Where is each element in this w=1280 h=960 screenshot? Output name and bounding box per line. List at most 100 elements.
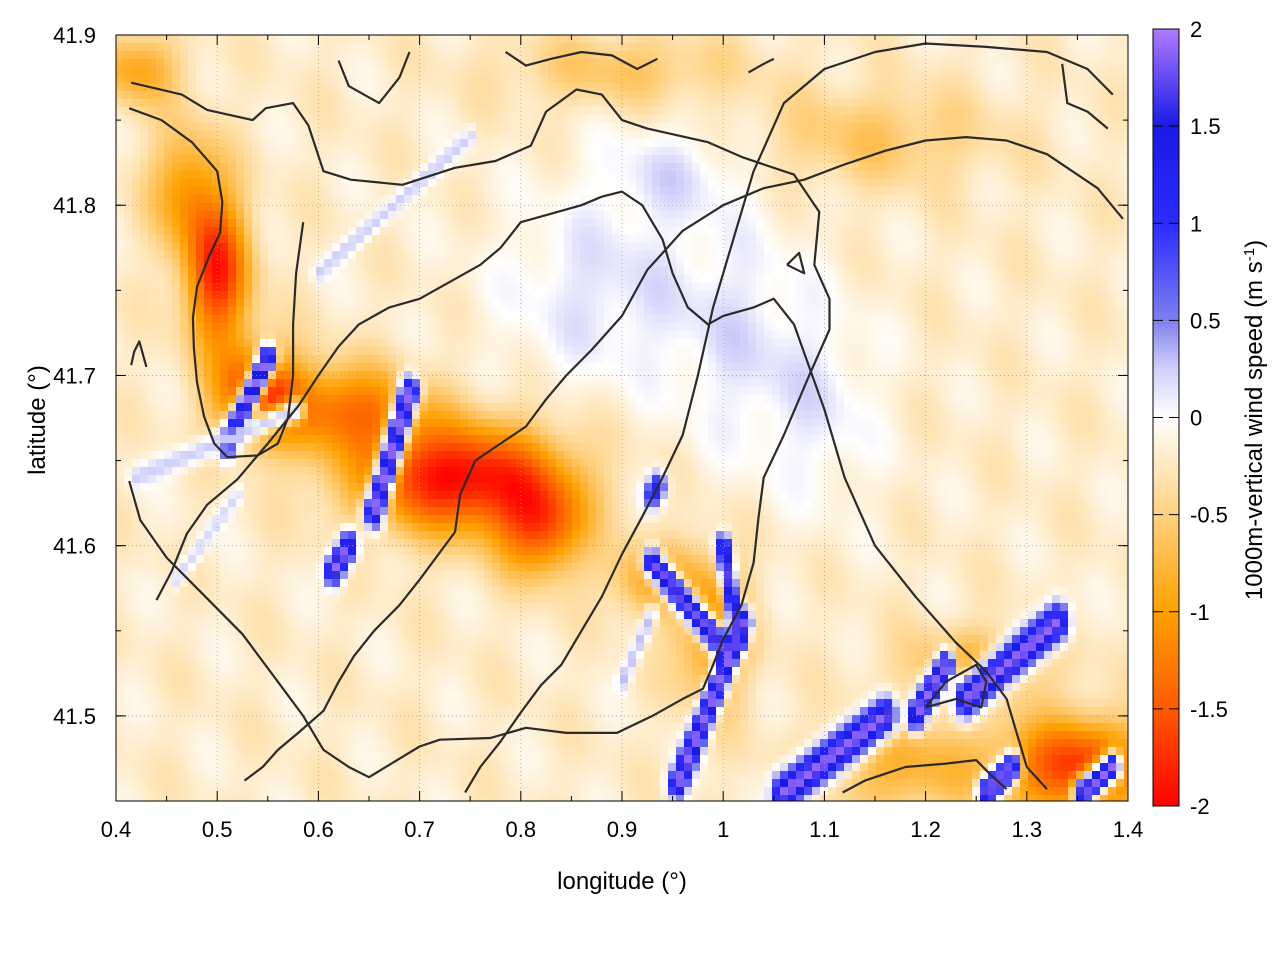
- field-cell: [428, 243, 437, 252]
- field-cell: [348, 547, 357, 556]
- field-cell: [388, 563, 397, 572]
- field-cell: [196, 243, 205, 252]
- field-cell: [332, 131, 341, 140]
- field-cell: [252, 355, 261, 364]
- field-cell: [332, 91, 341, 100]
- field-cell: [428, 475, 437, 484]
- field-cell: [500, 523, 509, 532]
- field-cell: [476, 475, 485, 484]
- field-cell: [396, 115, 405, 124]
- field-cell: [188, 507, 197, 516]
- field-cell: [172, 603, 181, 612]
- field-cell: [132, 411, 141, 420]
- field-cell: [388, 739, 397, 748]
- field-cell: [292, 555, 301, 564]
- field-cell: [396, 267, 405, 276]
- field-cell: [324, 435, 333, 444]
- field-cell: [156, 379, 165, 388]
- field-cell: [356, 131, 365, 140]
- field-cell: [460, 611, 469, 620]
- field-cell: [428, 51, 437, 60]
- field-cell: [444, 155, 453, 164]
- field-cell: [348, 147, 357, 156]
- field-cell: [332, 251, 341, 260]
- field-cell: [220, 587, 229, 596]
- field-cell: [140, 787, 149, 796]
- field-cell: [316, 59, 325, 68]
- field-cell: [444, 171, 453, 180]
- field-cell: [308, 579, 317, 588]
- field-cell: [276, 83, 285, 92]
- field-cell: [324, 283, 333, 292]
- field-cell: [228, 523, 237, 532]
- field-cell: [180, 187, 189, 196]
- field-cell: [516, 155, 525, 164]
- field-cell: [500, 755, 509, 764]
- field-cell: [236, 123, 245, 132]
- field-cell: [268, 323, 277, 332]
- field-cell: [484, 171, 493, 180]
- field-cell: [380, 339, 389, 348]
- field-cell: [340, 307, 349, 316]
- field-cell: [252, 627, 261, 636]
- field-cell: [116, 227, 125, 236]
- field-cell: [188, 219, 197, 228]
- field-cell: [316, 555, 325, 564]
- field-cell: [228, 611, 237, 620]
- field-cell: [132, 771, 141, 780]
- field-cell: [188, 459, 197, 468]
- field-cell: [140, 731, 149, 740]
- field-cell: [524, 331, 533, 340]
- field-cell: [420, 683, 429, 692]
- field-cell: [228, 163, 237, 172]
- field-cell: [116, 51, 125, 60]
- field-cell: [124, 587, 133, 596]
- field-cell: [276, 171, 285, 180]
- field-cell: [244, 123, 253, 132]
- field-cell: [156, 75, 165, 84]
- field-cell: [316, 539, 325, 548]
- field-cell: [428, 219, 437, 228]
- field-cell: [332, 283, 341, 292]
- field-cell: [348, 667, 357, 676]
- field-cell: [444, 75, 453, 84]
- field-cell: [404, 539, 413, 548]
- field-cell: [500, 107, 509, 116]
- field-cell: [444, 443, 453, 452]
- field-cell: [476, 603, 485, 612]
- field-cell: [196, 363, 205, 372]
- field-cell: [212, 475, 221, 484]
- field-cell: [380, 267, 389, 276]
- field-cell: [156, 635, 165, 644]
- field-cell: [260, 91, 269, 100]
- field-cell: [468, 187, 477, 196]
- field-cell: [308, 75, 317, 84]
- field-cell: [300, 243, 309, 252]
- field-cell: [500, 515, 509, 524]
- field-cell: [172, 155, 181, 164]
- field-cell: [212, 403, 221, 412]
- field-cell: [212, 355, 221, 364]
- field-cell: [324, 243, 333, 252]
- field-cell: [252, 595, 261, 604]
- field-cell: [300, 747, 309, 756]
- field-cell: [260, 771, 269, 780]
- field-cell: [308, 747, 317, 756]
- field-cell: [212, 91, 221, 100]
- field-cell: [396, 739, 405, 748]
- field-cell: [444, 35, 453, 44]
- field-cell: [172, 459, 181, 468]
- field-cell: [220, 235, 229, 244]
- field-cell: [348, 379, 357, 388]
- field-cell: [452, 675, 461, 684]
- field-cell: [204, 99, 213, 108]
- field-cell: [204, 771, 213, 780]
- field-cell: [516, 435, 525, 444]
- field-cell: [140, 499, 149, 508]
- field-cell: [380, 323, 389, 332]
- field-cell: [156, 227, 165, 236]
- field-cell: [252, 603, 261, 612]
- field-cell: [372, 603, 381, 612]
- field-cell: [492, 323, 501, 332]
- field-cell: [452, 203, 461, 212]
